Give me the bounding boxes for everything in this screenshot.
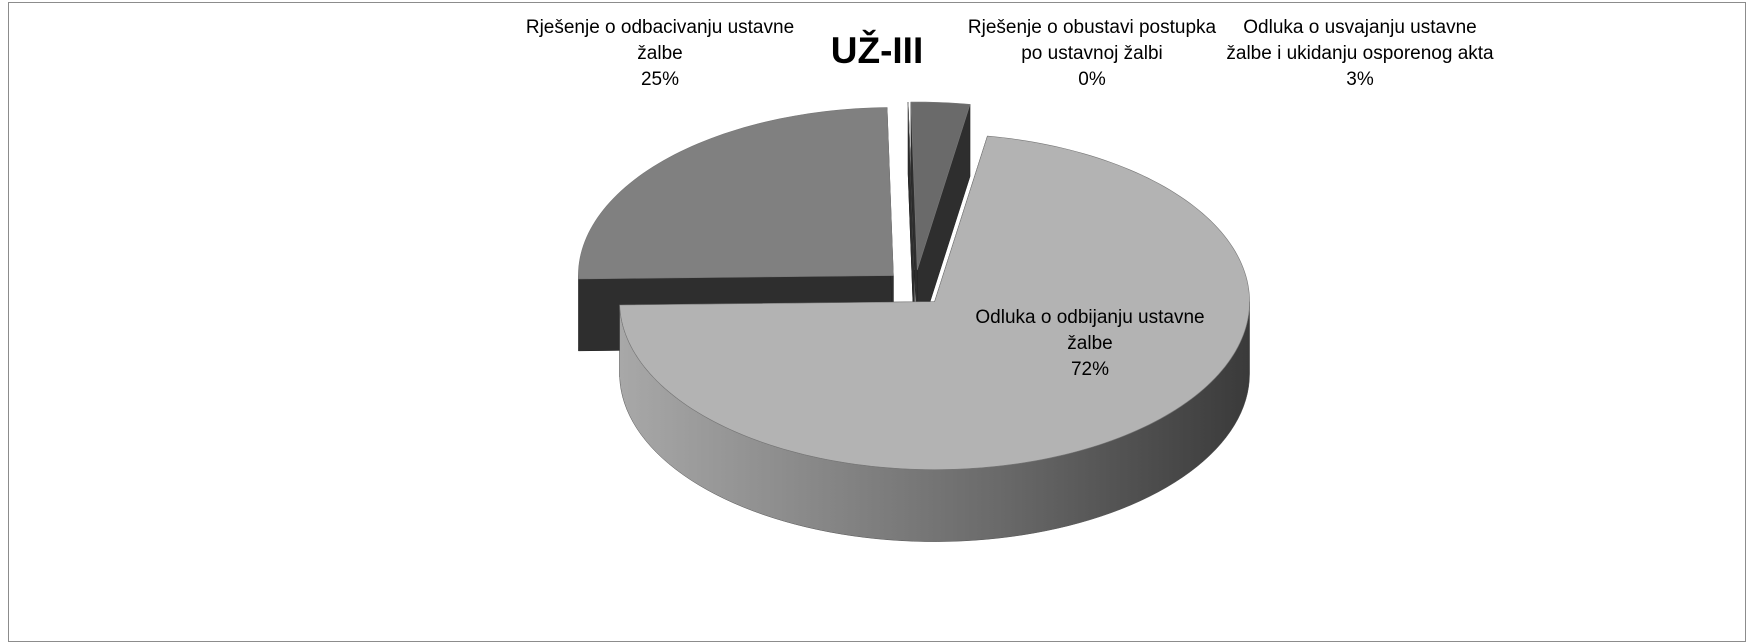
chart — [0, 0, 1751, 621]
slice-category-label: Odluka o usvajanju ustavne žalbe i ukida… — [1225, 15, 1495, 67]
slice-value-label: 3% — [1225, 67, 1495, 93]
slice-category-label: Rješenje o obustavi postupka po ustavnoj… — [957, 15, 1227, 67]
chart-title: UŽ-III — [777, 30, 977, 72]
page: {"chart_data": {"type": "pie3d", "title"… — [0, 0, 1751, 621]
slice-value-label: 0% — [957, 67, 1227, 93]
slice-value-label: 72% — [955, 357, 1225, 383]
slice-value-label: 25% — [525, 67, 795, 93]
slice-label: Odluka o usvajanju ustavne žalbe i ukida… — [1225, 15, 1495, 93]
slice-category-label: Rješenje o odbacivanju ustavne žalbe — [525, 15, 795, 67]
slice-top — [578, 108, 893, 279]
slice-category-label: Odluka o odbijanju ustavne žalbe — [955, 305, 1225, 357]
slice-label: Rješenje o obustavi postupka po ustavnoj… — [957, 15, 1227, 93]
